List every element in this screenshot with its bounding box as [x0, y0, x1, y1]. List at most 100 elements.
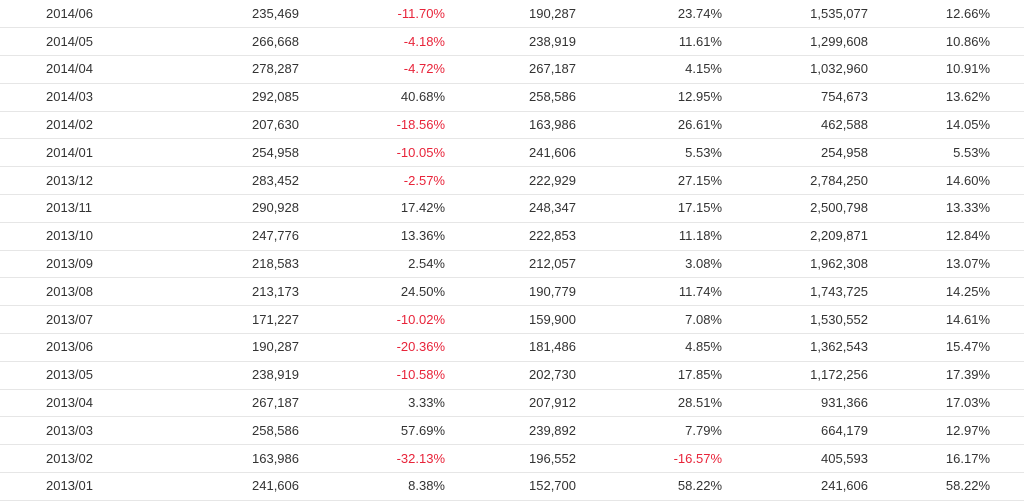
- change-cell: 24.50%: [299, 277, 445, 307]
- cumulative-cell: 931,366: [722, 389, 868, 418]
- prev-value-cell: 222,853: [445, 222, 576, 251]
- prev-value-cell: 212,057: [445, 250, 576, 279]
- value-cell: 238,919: [176, 361, 299, 390]
- period-cell: 2013/02: [0, 444, 176, 474]
- cumulative-yoy-cell: 14.05%: [868, 111, 1024, 140]
- period-cell: 2014/04: [0, 55, 176, 84]
- yoy-cell: 7.08%: [576, 305, 722, 335]
- yoy-cell: 11.18%: [576, 222, 722, 251]
- table-row: 2013/08 213,173 24.50% 190,779 11.74% 1,743,7…: [0, 277, 1024, 307]
- cumulative-yoy-cell: 12.97%: [868, 416, 1024, 446]
- period-cell: 2013/12: [0, 166, 176, 196]
- yoy-cell: 7.79%: [576, 416, 722, 446]
- yoy-cell: 28.51%: [576, 389, 722, 418]
- period-cell: 2013/11: [0, 194, 176, 223]
- cumulative-cell: 2,209,871: [722, 222, 868, 251]
- value-cell: 235,469: [176, 0, 299, 29]
- change-cell: 8.38%: [299, 472, 445, 501]
- change-cell: -18.56%: [299, 111, 445, 140]
- prev-value-cell: 152,700: [445, 472, 576, 501]
- cumulative-yoy-cell: 5.53%: [868, 138, 1024, 168]
- period-cell: 2013/05: [0, 361, 176, 390]
- table-row: 2014/01 254,958 -10.05% 241,606 5.53% 254,958…: [0, 138, 1024, 168]
- period-cell: 2014/02: [0, 111, 176, 140]
- change-cell: -10.05%: [299, 138, 445, 168]
- value-cell: 207,630: [176, 111, 299, 140]
- period-cell: 2013/01: [0, 472, 176, 501]
- period-cell: 2013/07: [0, 305, 176, 335]
- prev-value-cell: 238,919: [445, 27, 576, 57]
- prev-value-cell: 222,929: [445, 166, 576, 196]
- change-cell: -2.57%: [299, 166, 445, 196]
- cumulative-cell: 1,535,077: [722, 0, 868, 29]
- period-cell: 2013/09: [0, 250, 176, 279]
- cumulative-yoy-cell: 16.17%: [868, 444, 1024, 474]
- cumulative-yoy-cell: 17.39%: [868, 361, 1024, 390]
- value-cell: 254,958: [176, 138, 299, 168]
- table-row: 2013/11 290,928 17.42% 248,347 17.15% 2,500,7…: [0, 194, 1024, 223]
- period-cell: 2014/06: [0, 0, 176, 29]
- value-cell: 290,928: [176, 194, 299, 223]
- table-row: 2013/10 247,776 13.36% 222,853 11.18% 2,209,8…: [0, 222, 1024, 251]
- change-cell: 40.68%: [299, 83, 445, 112]
- cumulative-yoy-cell: 58.22%: [868, 472, 1024, 501]
- cumulative-cell: 254,958: [722, 138, 868, 168]
- cumulative-cell: 1,172,256: [722, 361, 868, 390]
- yoy-cell: 5.53%: [576, 138, 722, 168]
- table-row: 2013/07 171,227 -10.02% 159,900 7.08% 1,530,5…: [0, 305, 1024, 335]
- cumulative-cell: 2,500,798: [722, 194, 868, 223]
- value-cell: 247,776: [176, 222, 299, 251]
- yoy-cell: 17.85%: [576, 361, 722, 390]
- value-cell: 283,452: [176, 166, 299, 196]
- period-cell: 2014/05: [0, 27, 176, 57]
- change-cell: -32.13%: [299, 444, 445, 474]
- table-row: 2013/09 218,583 2.54% 212,057 3.08% 1,962,308…: [0, 250, 1024, 279]
- prev-value-cell: 258,586: [445, 83, 576, 112]
- value-cell: 218,583: [176, 250, 299, 279]
- table-row: 2013/02 163,986 -32.13% 196,552 -16.57% 405,5…: [0, 444, 1024, 474]
- change-cell: 13.36%: [299, 222, 445, 251]
- value-cell: 266,668: [176, 27, 299, 57]
- cumulative-yoy-cell: 17.03%: [868, 389, 1024, 418]
- change-cell: -20.36%: [299, 333, 445, 362]
- table-row: 2014/06 235,469 -11.70% 190,287 23.74% 1,535,…: [0, 0, 1024, 29]
- value-cell: 163,986: [176, 444, 299, 474]
- change-cell: 3.33%: [299, 389, 445, 418]
- cumulative-yoy-cell: 13.62%: [868, 83, 1024, 112]
- cumulative-cell: 462,588: [722, 111, 868, 140]
- table-row: 2014/03 292,085 40.68% 258,586 12.95% 754,673…: [0, 83, 1024, 112]
- value-cell: 171,227: [176, 305, 299, 335]
- cumulative-yoy-cell: 15.47%: [868, 333, 1024, 362]
- period-cell: 2013/03: [0, 416, 176, 446]
- table-row: 2013/03 258,586 57.69% 239,892 7.79% 664,179 1…: [0, 416, 1024, 446]
- prev-value-cell: 190,779: [445, 277, 576, 307]
- cumulative-cell: 754,673: [722, 83, 868, 112]
- cumulative-yoy-cell: 10.91%: [868, 55, 1024, 84]
- table-row: 2014/05 266,668 -4.18% 238,919 11.61% 1,299,6…: [0, 27, 1024, 57]
- yoy-cell: 58.22%: [576, 472, 722, 501]
- yoy-cell: 27.15%: [576, 166, 722, 196]
- value-cell: 213,173: [176, 277, 299, 307]
- prev-value-cell: 239,892: [445, 416, 576, 446]
- yoy-cell: 4.15%: [576, 55, 722, 84]
- yoy-cell: -16.57%: [576, 444, 722, 474]
- change-cell: -10.58%: [299, 361, 445, 390]
- value-cell: 190,287: [176, 333, 299, 362]
- prev-value-cell: 202,730: [445, 361, 576, 390]
- period-cell: 2014/03: [0, 83, 176, 112]
- cumulative-cell: 241,606: [722, 472, 868, 501]
- cumulative-cell: 1,962,308: [722, 250, 868, 279]
- cumulative-cell: 1,362,543: [722, 333, 868, 362]
- cumulative-cell: 1,743,725: [722, 277, 868, 307]
- cumulative-yoy-cell: 10.86%: [868, 27, 1024, 57]
- value-cell: 258,586: [176, 416, 299, 446]
- prev-value-cell: 248,347: [445, 194, 576, 223]
- change-cell: -11.70%: [299, 0, 445, 29]
- value-cell: 292,085: [176, 83, 299, 112]
- cumulative-cell: 2,784,250: [722, 166, 868, 196]
- prev-value-cell: 207,912: [445, 389, 576, 418]
- table-row: 2013/04 267,187 3.33% 207,912 28.51% 931,366 1…: [0, 389, 1024, 418]
- value-cell: 267,187: [176, 389, 299, 418]
